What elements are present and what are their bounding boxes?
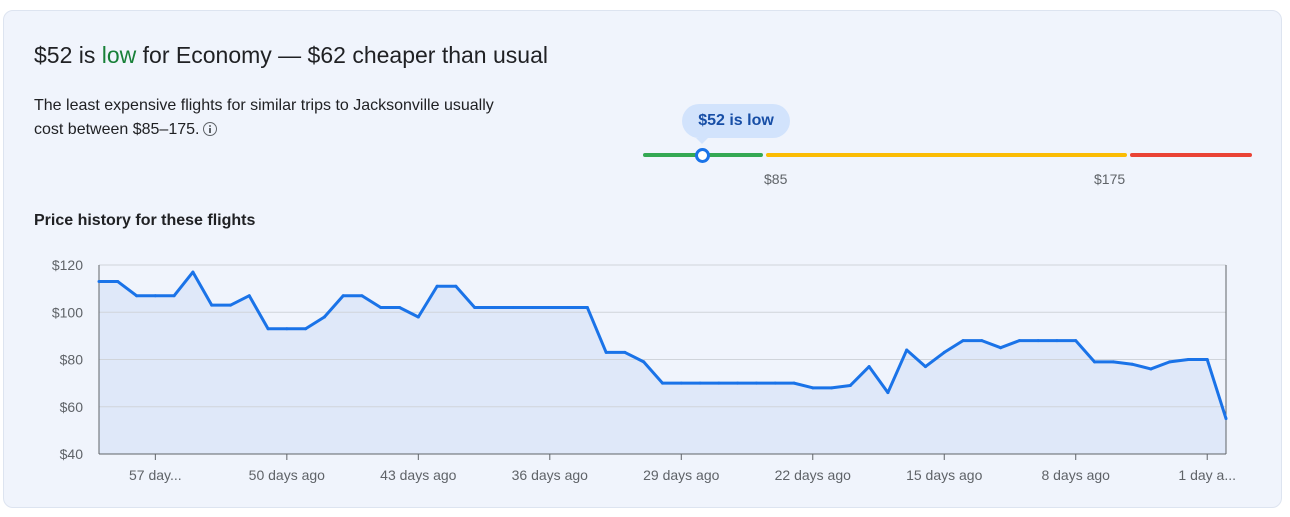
price-data-point	[304, 327, 308, 331]
y-tick-label: $120	[52, 257, 83, 273]
price-data-point	[1111, 360, 1115, 364]
price-data-point	[416, 315, 420, 319]
headline-rest: for Economy — $62 cheaper than usual	[136, 42, 548, 68]
x-tick-label: 29 days ago	[643, 467, 719, 483]
price-data-point	[717, 381, 721, 385]
price-data-point	[491, 306, 495, 310]
price-data-point	[1074, 339, 1078, 343]
price-data-point	[1205, 358, 1209, 361]
price-data-point	[454, 284, 458, 288]
price-data-point	[341, 294, 345, 298]
price-data-point	[116, 280, 120, 284]
x-tick-label: 22 days ago	[775, 467, 851, 483]
price-data-point	[886, 391, 890, 395]
price-data-point	[773, 381, 777, 385]
price-data-point	[548, 306, 552, 310]
price-data-point	[1036, 339, 1040, 343]
price-data-point	[529, 306, 533, 310]
y-tick-label: $80	[60, 352, 84, 368]
price-data-point	[153, 294, 157, 298]
price-data-point	[830, 386, 834, 390]
price-data-point	[1149, 367, 1153, 371]
price-data-point	[623, 350, 627, 354]
price-data-point	[1186, 358, 1190, 361]
x-tick-label: 36 days ago	[512, 467, 588, 483]
description-text: The least expensive flights for similar …	[34, 97, 494, 138]
price-data-point	[792, 381, 796, 385]
price-data-point	[942, 350, 946, 354]
x-tick-label: 57 day...	[129, 467, 182, 483]
price-data-point	[736, 381, 740, 385]
price-data-point	[285, 327, 289, 331]
info-icon[interactable]	[203, 122, 218, 136]
low-threshold-label: $85	[764, 171, 788, 187]
price-data-point	[867, 365, 871, 369]
price-data-point	[210, 303, 214, 307]
price-data-point	[360, 294, 364, 298]
headline-price: $52	[34, 42, 73, 68]
price-data-point	[510, 306, 514, 310]
price-data-point	[923, 365, 927, 369]
price-data-point	[247, 294, 251, 298]
price-area-fill	[99, 272, 1226, 454]
y-tick-label: $100	[52, 304, 83, 320]
price-data-point	[135, 294, 139, 298]
price-description: The least expensive flights for similar …	[34, 94, 514, 142]
price-data-point	[604, 350, 608, 354]
x-tick-label: 43 days ago	[380, 467, 456, 483]
price-data-point	[848, 383, 852, 387]
price-data-point	[1224, 417, 1228, 421]
price-data-point	[905, 348, 909, 352]
price-level-text: low	[101, 42, 137, 68]
chart-title: Price history for these flights	[34, 212, 256, 229]
price-data-point	[999, 346, 1003, 350]
x-tick-label: 50 days ago	[249, 467, 325, 483]
price-data-point	[228, 303, 232, 307]
y-tick-label: $40	[60, 446, 84, 462]
price-data-point	[172, 294, 176, 298]
current-price-bubble: $52 is low	[682, 104, 790, 144]
price-data-point	[322, 315, 326, 319]
price-headline: $52 is low for Economy — $62 cheaper tha…	[34, 42, 548, 69]
price-data-point	[642, 360, 646, 364]
price-data-point	[266, 327, 270, 331]
price-data-point	[961, 339, 965, 343]
price-data-point	[1130, 362, 1134, 366]
current-price-marker[interactable]	[695, 148, 710, 163]
price-data-point	[980, 339, 984, 343]
price-data-point	[585, 306, 589, 310]
price-data-point	[97, 280, 101, 284]
price-data-point	[473, 306, 477, 310]
typical-price-range-bar	[766, 153, 1127, 157]
x-tick-label: 1 day a...	[1178, 467, 1236, 483]
price-data-point	[1168, 360, 1172, 364]
price-data-point	[435, 284, 439, 288]
y-tick-label: $60	[60, 399, 84, 415]
price-data-point	[754, 381, 758, 385]
high-price-range-bar	[1130, 153, 1252, 157]
headline-is-text: is	[72, 42, 102, 68]
price-data-point	[1055, 339, 1059, 343]
x-tick-label: 8 days ago	[1041, 467, 1110, 483]
price-data-point	[379, 306, 383, 310]
high-threshold-label: $175	[1094, 171, 1126, 187]
price-data-point	[1017, 339, 1021, 343]
price-data-point	[698, 381, 702, 385]
price-data-point	[811, 386, 815, 390]
price-data-point	[191, 270, 195, 274]
price-data-point	[679, 381, 683, 385]
price-data-point	[567, 306, 571, 310]
x-tick-label: 15 days ago	[906, 467, 982, 483]
price-data-point	[1093, 360, 1097, 364]
price-data-point	[398, 306, 402, 310]
price-data-point	[661, 381, 664, 385]
